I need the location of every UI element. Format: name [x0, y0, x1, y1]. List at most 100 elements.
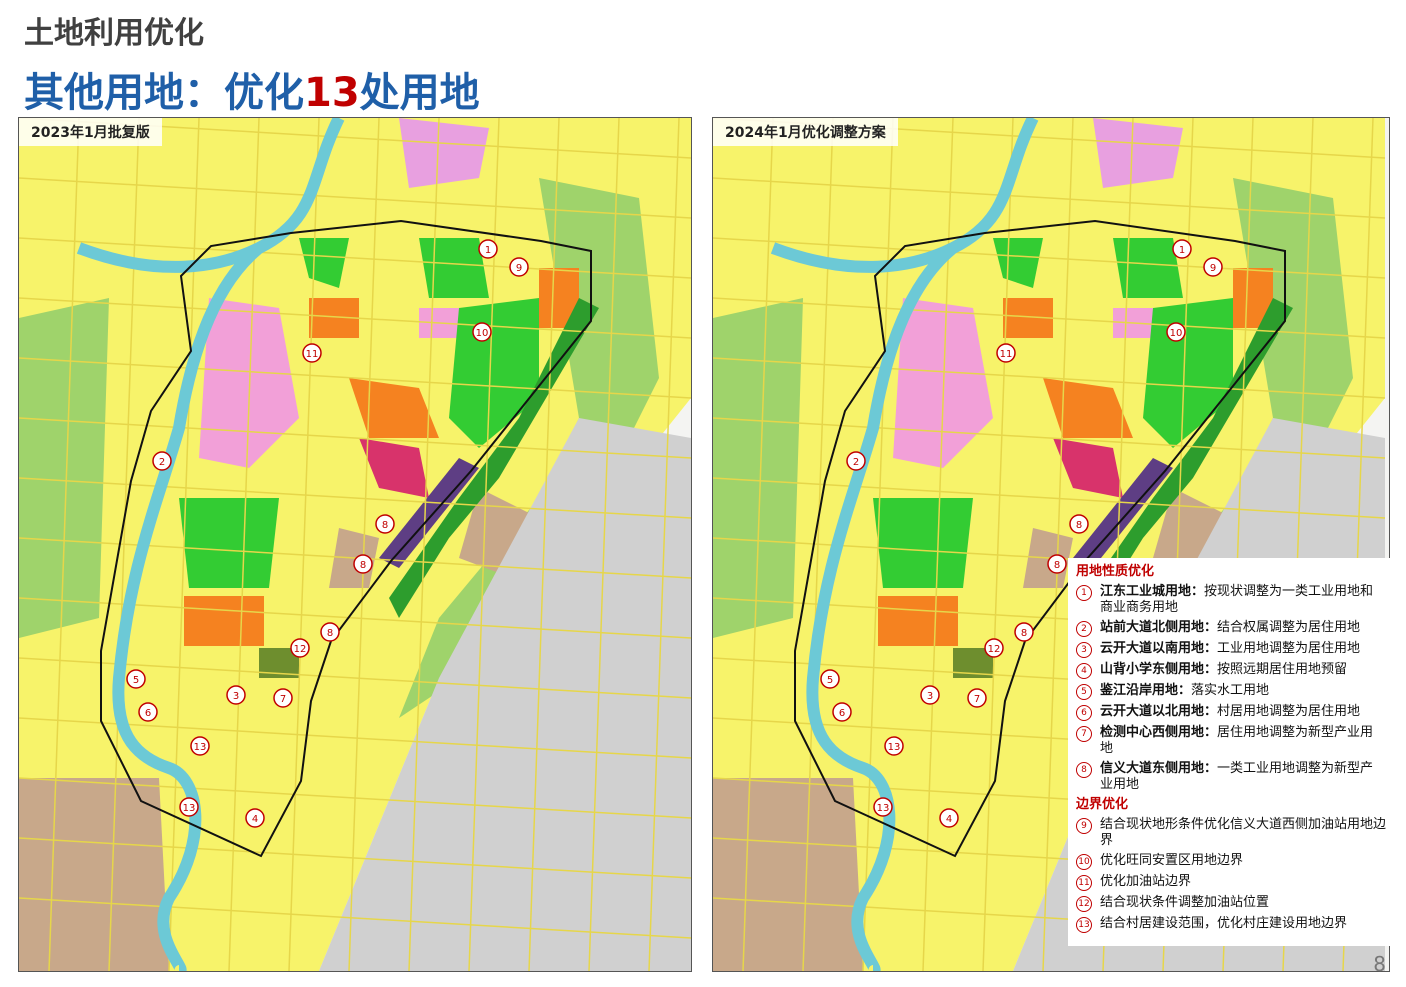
legend-item: 7 检测中心西侧用地：居住用地调整为新型产业用地 — [1076, 725, 1386, 757]
legend-item-name: 检测中心西侧用地： — [1100, 725, 1218, 740]
land-use-patch — [184, 596, 264, 646]
marker-circle — [1014, 622, 1034, 642]
land-use-patch — [993, 238, 1043, 288]
land-use-patch — [1233, 268, 1273, 328]
road — [288, 118, 320, 971]
land-use-patch — [379, 458, 479, 568]
legend-item-desc: 结合现状地形条件优化信义大道西侧加油站用地边界 — [1100, 817, 1387, 848]
road — [19, 237, 691, 279]
marker-label: 8 — [1054, 560, 1060, 571]
marker-circle — [302, 343, 322, 363]
land-use-patch — [878, 596, 958, 646]
marker-circle — [273, 688, 293, 708]
slide-title: 其他用地：优化13处用地 — [24, 60, 480, 118]
marker-circle — [375, 514, 395, 534]
land-use-patch — [319, 418, 691, 971]
marker-circle — [509, 257, 529, 277]
plan-boundary — [100, 219, 592, 858]
land-use-patch — [399, 118, 489, 188]
land-use-patch — [713, 298, 803, 638]
map: 1 9 10 11 2 8 8 8 12 5 6 3 7 13 13 4 — [19, 118, 691, 971]
legend-item-name: 站前大道北侧用地： — [1100, 620, 1218, 635]
legend-number: 8 — [1076, 762, 1092, 778]
legend-number: 2 — [1076, 621, 1092, 637]
marker-label: 1 — [485, 245, 491, 256]
marker-label: 10 — [1170, 328, 1183, 339]
marker-label: 11 — [1000, 349, 1013, 360]
land-use-patch — [1073, 458, 1173, 568]
road — [1042, 118, 1074, 971]
legend-item: 6 云开大道以北用地：村居用地调整为居住用地 — [1076, 704, 1386, 721]
road — [713, 297, 1386, 339]
road — [713, 177, 1386, 219]
marker-circle — [1203, 257, 1223, 277]
land-use-patch — [309, 298, 359, 338]
marker-label: 13 — [888, 742, 901, 753]
marker-circle — [190, 736, 210, 756]
land-use-patch — [359, 438, 429, 498]
legend-number: 10 — [1076, 854, 1092, 870]
legend-number: 3 — [1076, 642, 1092, 658]
land-use-patch — [19, 298, 109, 638]
plan-boundary — [794, 219, 1286, 858]
marker-label: 8 — [1076, 520, 1082, 531]
legend-item-desc: 结合权属调整为居住用地 — [1217, 620, 1361, 635]
marker-label: 13 — [194, 742, 207, 753]
marker-label: 12 — [988, 644, 1001, 655]
legend-item: 8 信义大道东侧用地：一类工业用地调整为新型产业用地 — [1076, 761, 1386, 793]
legend-number: 6 — [1076, 705, 1092, 721]
legend-item-desc: 按现状调整为一类工业用地和商业商务用地 — [1100, 584, 1374, 615]
road — [588, 118, 620, 971]
road — [19, 837, 691, 879]
marker-circle — [179, 797, 199, 817]
legend-item-name: 鉴江沿岸用地： — [1100, 683, 1192, 698]
marker-label: 11 — [306, 349, 319, 360]
marker-circle — [1047, 554, 1067, 574]
marker-circle — [152, 451, 172, 471]
road — [713, 237, 1386, 279]
road — [408, 118, 440, 971]
land-use-patch — [299, 238, 349, 288]
map-label: 2024年1月优化调整方案 — [713, 118, 898, 146]
legend-item: 13 结合村居建设范围，优化村庄建设用地边界 — [1076, 916, 1386, 933]
marker-circle — [320, 622, 340, 642]
marker-circle — [920, 685, 940, 705]
title-suffix: 处用地 — [359, 70, 480, 116]
marker-label: 4 — [252, 814, 258, 825]
land-use-patch — [1093, 118, 1183, 188]
legend-text: 检测中心西侧用地：居住用地调整为新型产业用地 — [1100, 725, 1386, 757]
legend-item: 5 鉴江沿岸用地：落实水工用地 — [1076, 683, 1386, 700]
marker-label: 6 — [839, 708, 845, 719]
marker-circle — [846, 451, 866, 471]
road — [982, 118, 1014, 971]
marker-label: 9 — [1210, 263, 1216, 274]
land-use-patch — [179, 498, 279, 588]
marker-circle — [939, 808, 959, 828]
road — [348, 118, 380, 971]
legend-text: 信义大道东侧用地：一类工业用地调整为新型产业用地 — [1100, 761, 1386, 793]
legend-item-name: 云开大道以南用地： — [1100, 641, 1218, 656]
marker-label: 9 — [516, 263, 522, 274]
marker-circle — [353, 554, 373, 574]
marker-circle — [472, 322, 492, 342]
legend-item: 2 站前大道北侧用地：结合权属调整为居住用地 — [1076, 620, 1386, 637]
legend: 用地性质优化 1 江东工业城用地：按现状调整为一类工业用地和商业商务用地 2 站前大道… — [1068, 558, 1394, 946]
river — [770, 118, 1039, 971]
legend-number: 11 — [1076, 875, 1092, 891]
legend-item-desc: 优化加油站边界 — [1100, 874, 1192, 889]
marker-label: 13 — [183, 803, 196, 814]
land-use-patch — [419, 238, 489, 298]
marker-label: 3 — [927, 691, 933, 702]
legend-item-desc: 村居用地调整为居住用地 — [1217, 704, 1361, 719]
land-use-patch — [873, 498, 973, 588]
legend-group-title: 边界优化 — [1076, 797, 1129, 812]
marker-circle — [984, 638, 1004, 658]
road — [19, 717, 691, 759]
legend-text: 山背小学东侧用地：按照远期居住用地预留 — [1100, 662, 1347, 679]
legend-item-desc: 工业用地调整为居住用地 — [1217, 641, 1361, 656]
road — [19, 297, 691, 339]
land-use-patch — [1143, 298, 1233, 448]
river — [76, 118, 345, 971]
legend-text: 云开大道以南用地：工业用地调整为居住用地 — [1100, 641, 1360, 658]
